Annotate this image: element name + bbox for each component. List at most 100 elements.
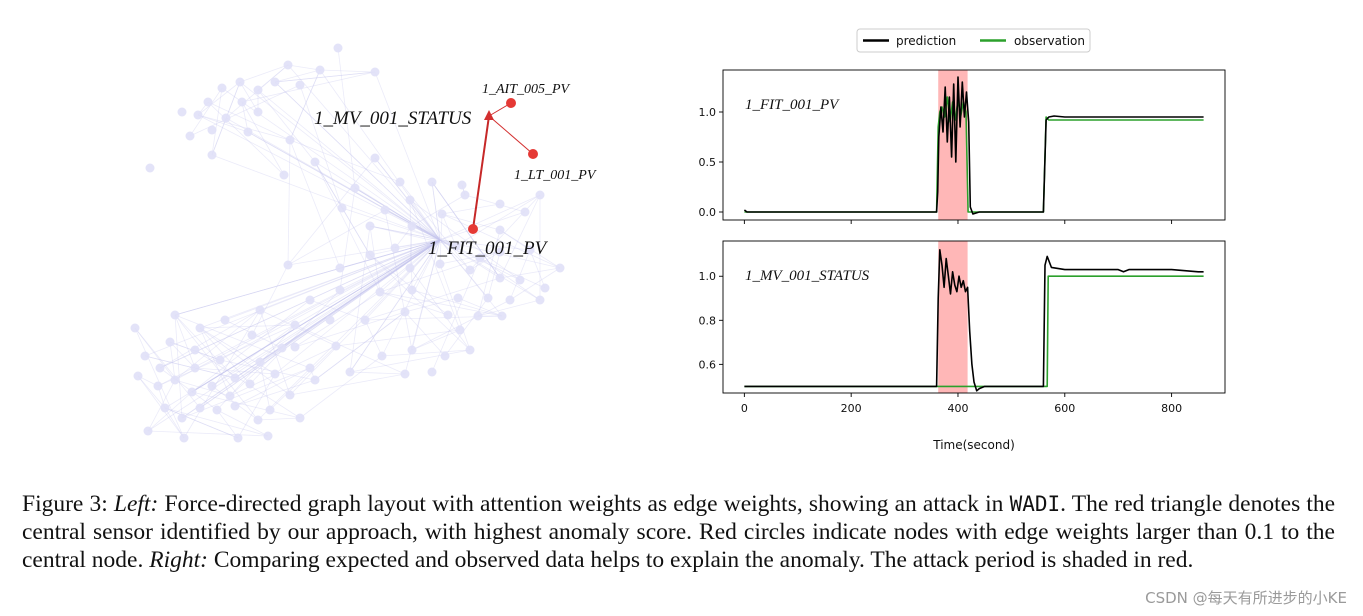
y-tick-label: 0.5: [699, 156, 717, 169]
graph-node: [190, 363, 200, 373]
graph-node: [435, 259, 445, 269]
graph-edge: [174, 314, 259, 421]
graph-node: [350, 183, 360, 193]
graph-edge: [164, 407, 239, 439]
graph-edge: [249, 289, 341, 385]
graph-edge: [289, 373, 406, 396]
graph-edge: [394, 225, 413, 249]
graph-edge: [314, 161, 381, 293]
graph-node: [370, 153, 380, 163]
central-node-label: 1_MV_001_STATUS: [314, 108, 472, 129]
graph-edge: [369, 225, 381, 293]
graph-node: [295, 80, 305, 90]
graph-node: [305, 363, 315, 373]
graph-edge: [174, 239, 441, 316]
graph-node: [465, 345, 475, 355]
central-node-triangle: [484, 110, 494, 120]
graph-node: [207, 381, 217, 391]
graph-node: [295, 413, 305, 423]
graph-edge: [197, 114, 441, 241]
graph-node: [253, 107, 263, 117]
graph-edge: [404, 311, 446, 357]
graph-node: [155, 363, 165, 373]
graph-edge: [477, 299, 541, 317]
node-lt-001: [528, 149, 538, 159]
graph-node: [525, 245, 535, 255]
graph-node: [215, 355, 225, 365]
graph-edge: [349, 239, 441, 373]
graph-node: [437, 209, 447, 219]
graph-edge: [189, 87, 223, 137]
graph-node: [225, 391, 235, 401]
graph-node: [427, 177, 437, 187]
graph-node: [265, 405, 275, 415]
graph-node: [305, 295, 315, 305]
plot-frame: [722, 240, 1226, 394]
graph-edge: [137, 375, 166, 409]
graph-node: [233, 433, 243, 443]
graph-node: [207, 125, 217, 135]
graph-node: [185, 131, 195, 141]
graph-edge: [287, 139, 291, 266]
graph-node: [331, 341, 341, 351]
graph-node: [263, 431, 273, 441]
graph-node: [310, 157, 320, 167]
graph-edge: [274, 81, 441, 241]
graph-edge: [159, 367, 218, 411]
graph-node: [290, 342, 300, 352]
graph-edge: [207, 101, 285, 176]
graph-edge: [257, 417, 301, 421]
graph-edge: [411, 194, 466, 227]
graph-edge: [169, 341, 176, 381]
graph-node: [400, 307, 410, 317]
graph-edge: [199, 239, 441, 329]
graph-edge: [441, 213, 561, 269]
graph-edge: [354, 187, 441, 241]
graph-edge: [147, 391, 193, 432]
graph-edge: [349, 349, 471, 373]
graph-edge: [257, 89, 316, 163]
graph-node: [395, 177, 405, 187]
graph-edge: [339, 187, 356, 291]
graph-node: [460, 190, 470, 200]
graph-edge: [181, 239, 441, 419]
y-tick-label: 0.8: [699, 314, 717, 327]
graph-node: [220, 315, 230, 325]
graph-node: [370, 67, 380, 77]
graph-edge: [369, 225, 441, 241]
graph-node: [143, 426, 153, 436]
caption-text-3: Comparing expected and observed data hel…: [213, 547, 1194, 573]
graph-edge: [274, 239, 441, 375]
graph-edge: [364, 277, 501, 321]
graph-edge: [509, 249, 531, 301]
graph-node: [400, 369, 410, 379]
graph-node: [443, 310, 453, 320]
graph-edge: [199, 327, 276, 375]
graph-edge: [469, 251, 501, 271]
graph-edge: [157, 324, 296, 387]
graph-edge: [199, 239, 441, 409]
graph-edge: [299, 84, 343, 209]
graph-edge: [174, 379, 231, 397]
graph-edge: [309, 299, 366, 321]
graph-edge: [381, 239, 441, 357]
graph-node: [187, 387, 197, 397]
graph-edge: [409, 199, 413, 291]
graph-node: [407, 285, 417, 295]
graph-edge: [234, 239, 441, 379]
graph-node: [535, 190, 545, 200]
graph-edge: [409, 225, 413, 269]
graph-node: [255, 357, 265, 367]
graph-node: [475, 253, 485, 263]
graph-edge: [411, 239, 441, 351]
y-tick-label: 0.6: [699, 358, 717, 371]
graph-node: [230, 401, 240, 411]
graph-edge: [239, 64, 289, 83]
graph-edge: [431, 257, 481, 373]
graph-node: [230, 373, 240, 383]
graph-node: [365, 250, 375, 260]
caption-right-label: Right:: [149, 547, 208, 573]
graph-node: [179, 433, 189, 443]
x-tick-label: 800: [1161, 402, 1182, 415]
graph-edge: [237, 373, 276, 439]
